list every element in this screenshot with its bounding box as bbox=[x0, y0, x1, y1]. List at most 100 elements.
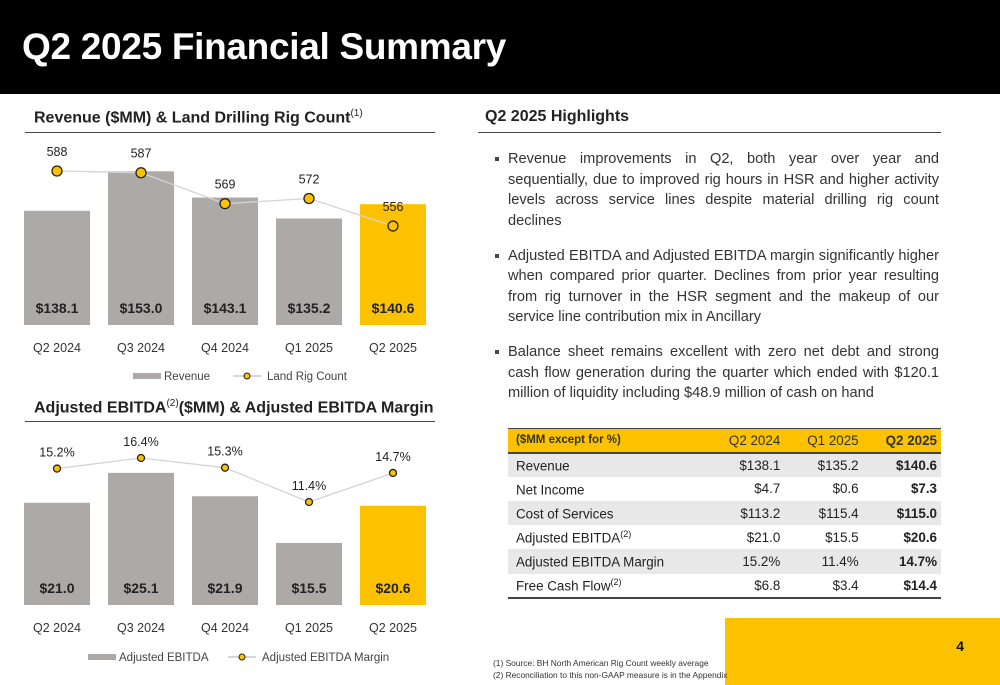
table-cell: $3.4 bbox=[832, 577, 859, 593]
line-marker bbox=[52, 464, 62, 473]
x-tick-label: Q3 2024 bbox=[117, 341, 165, 355]
legend-line-label: Adjusted EBITDA Margin bbox=[262, 652, 389, 664]
table-cell: $138.1 bbox=[739, 457, 781, 473]
table-header-cell: Q1 2025 bbox=[807, 432, 859, 448]
legend-bar-label: Revenue bbox=[164, 371, 210, 383]
legend-bar-swatch bbox=[133, 373, 161, 379]
bar-value-label: $21.0 bbox=[39, 580, 74, 596]
revenue-chart: $138.1 Q2 2024 $153.0 Q3 2024 $143.1 Q4 2024 $… bbox=[24, 145, 426, 383]
table-row-label: Revenue bbox=[516, 458, 570, 474]
x-tick-label: Q1 2025 bbox=[285, 621, 333, 635]
table-cell: $14.4 bbox=[903, 577, 937, 593]
bar bbox=[276, 542, 342, 605]
footnote: (2) Reconciliation to this non-GAAP meas… bbox=[493, 670, 728, 680]
table-cell: $15.5 bbox=[825, 529, 859, 545]
x-tick-label: Q2 2025 bbox=[369, 621, 417, 635]
bar-value-label: $20.6 bbox=[375, 580, 410, 596]
bar bbox=[192, 197, 258, 325]
table-row-label: Adjusted EBITDA(2) bbox=[516, 529, 632, 546]
bar bbox=[276, 218, 342, 325]
table-header-row: ($MM except for %) Q2 2024 Q1 2025 Q2 20… bbox=[508, 428, 941, 453]
table-cell: $6.8 bbox=[754, 577, 781, 593]
line-value-label: 14.7% bbox=[375, 450, 410, 464]
table-cell: 15.2% bbox=[742, 554, 781, 570]
legend-bar-label: Adjusted EBITDA bbox=[119, 652, 209, 664]
bar-value-label: $153.0 bbox=[120, 300, 163, 316]
table-cell: $0.6 bbox=[832, 481, 859, 497]
x-tick-label: Q2 2024 bbox=[33, 341, 81, 355]
table-cell: $115.0 bbox=[896, 505, 937, 521]
revenue-chart-title-rule bbox=[25, 132, 435, 133]
table-cell: $113.2 bbox=[740, 505, 781, 521]
table-row-label: Net Income bbox=[516, 482, 585, 498]
bar-value-label: $143.1 bbox=[204, 300, 247, 316]
table-row: Adjusted EBITDA(2) $21.0 $15.5 $20.6 bbox=[508, 525, 941, 549]
x-tick-label: Q1 2025 bbox=[285, 341, 333, 355]
highlight-bullet: Adjusted EBITDA and Adjusted EBITDA marg… bbox=[494, 246, 939, 328]
table-row-label: Adjusted EBITDA Margin bbox=[516, 554, 665, 570]
table-row-label: Cost of Services bbox=[516, 506, 614, 522]
table-header-cell: Q2 2024 bbox=[728, 432, 781, 448]
table-row: Revenue $138.1 $135.2 $140.6 bbox=[508, 452, 941, 477]
legend-line-marker bbox=[238, 653, 246, 661]
line-value-label: 556 bbox=[383, 200, 404, 214]
page-number-box: 4 bbox=[725, 618, 1000, 685]
legend-bar-swatch bbox=[88, 654, 116, 660]
line-marker bbox=[304, 497, 314, 507]
x-tick-label: Q2 2024 bbox=[33, 621, 81, 635]
legend-line-label: Land Rig Count bbox=[267, 371, 348, 383]
bar-value-label: $138.1 bbox=[36, 300, 79, 316]
highlights-title: Q2 2025 Highlights bbox=[485, 108, 630, 125]
table-header-cell: ($MM except for %) bbox=[516, 434, 621, 447]
line-value-label: 11.4% bbox=[292, 479, 327, 493]
ebitda-chart-title-sup: (2) bbox=[166, 398, 179, 409]
table-cell: $4.7 bbox=[754, 481, 781, 497]
financial-table: ($MM except for %) Q2 2024 Q1 2025 Q2 20… bbox=[508, 428, 941, 599]
bar bbox=[24, 210, 90, 325]
bar bbox=[360, 505, 426, 605]
revenue-chart-title-text: Revenue ($MM) & Land Drilling Rig Count bbox=[34, 109, 351, 127]
line-marker bbox=[303, 192, 315, 205]
line-value-label: 16.4% bbox=[123, 435, 158, 449]
bar-value-label: $25.1 bbox=[123, 580, 158, 596]
table-cell: $20.6 bbox=[903, 529, 937, 545]
x-tick-label: Q4 2024 bbox=[201, 341, 249, 355]
bar-value-label: $140.6 bbox=[372, 300, 415, 316]
footnotes: (1) Source: BH North American Rig Count … bbox=[493, 657, 727, 681]
line-marker bbox=[387, 220, 399, 232]
highlight-bullet: Balance sheet remains excellent with zer… bbox=[494, 342, 939, 404]
highlight-bullet: Revenue improvements in Q2, both year ov… bbox=[494, 149, 939, 231]
line-marker bbox=[220, 463, 230, 472]
table-cell: $7.3 bbox=[910, 481, 937, 497]
x-tick-label: Q2 2025 bbox=[369, 341, 417, 355]
x-tick-label: Q3 2024 bbox=[117, 621, 165, 635]
x-tick-label: Q4 2024 bbox=[201, 621, 249, 635]
table-row-label: Free Cash Flow(2) bbox=[516, 576, 622, 594]
table-cell: $140.6 bbox=[896, 457, 937, 473]
page-title: Q2 2025 Financial Summary bbox=[22, 26, 507, 67]
line-value-label: 569 bbox=[215, 178, 236, 192]
table-cell: $21.0 bbox=[746, 529, 781, 545]
highlights-title-rule bbox=[478, 132, 941, 133]
line-marker bbox=[388, 468, 398, 478]
ebitda-chart-title-main: Adjusted EBITDA bbox=[34, 399, 167, 417]
table-cell: $135.2 bbox=[817, 457, 859, 473]
table-cell: 14.7% bbox=[899, 554, 937, 570]
line-value-label: 572 bbox=[299, 173, 320, 187]
line-marker bbox=[136, 453, 146, 463]
bar-value-label: $135.2 bbox=[288, 300, 331, 316]
highlights-list: Revenue improvements in Q2, both year ov… bbox=[494, 149, 939, 418]
line-value-label: 588 bbox=[47, 145, 68, 159]
bar bbox=[108, 472, 174, 605]
line-value-label: 587 bbox=[131, 147, 152, 161]
table-row: Adjusted EBITDA Margin 15.2% 11.4% 14.7% bbox=[508, 549, 941, 574]
revenue-chart-title-sup: (1) bbox=[350, 108, 363, 119]
bar bbox=[192, 496, 258, 605]
table-cell: 11.4% bbox=[821, 554, 859, 570]
table-row: Free Cash Flow(2) $6.8 $3.4 $14.4 bbox=[508, 574, 941, 598]
bar-value-label: $15.5 bbox=[291, 580, 326, 596]
line-value-label: 15.3% bbox=[207, 445, 242, 459]
bar bbox=[24, 502, 90, 605]
ebitda-chart-title: Adjusted EBITDA(2)($MM) & Adjusted EBITD… bbox=[34, 398, 434, 417]
ebitda-chart-title-rest: ($MM) & Adjusted EBITDA Margin bbox=[178, 399, 434, 417]
